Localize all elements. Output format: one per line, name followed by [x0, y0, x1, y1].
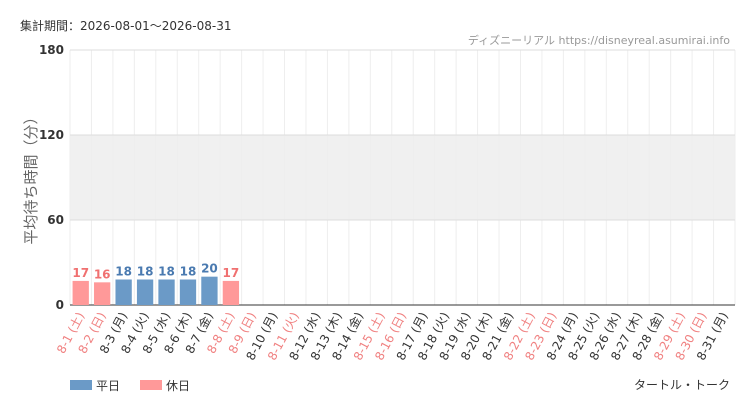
bar — [201, 276, 218, 305]
value-label: 18 — [115, 265, 132, 279]
bar — [72, 280, 89, 305]
y-axis-label: 平均待ち時間（分） — [22, 109, 40, 244]
attraction-name: タートル・トーク — [634, 378, 730, 392]
chart-title: 集計期間：2026-08-01〜2026-08-31 — [20, 18, 231, 33]
y-tick-label: 120 — [39, 128, 64, 142]
value-label: 20 — [201, 262, 218, 276]
y-tick-label: 180 — [39, 43, 64, 57]
legend-label: 休日 — [166, 379, 190, 393]
bar — [179, 279, 197, 305]
bar — [115, 279, 132, 305]
legend-swatch — [70, 380, 92, 390]
source: ディズニーリアル https://disneyreal.asumirai.inf… — [468, 33, 730, 47]
value-label: 18 — [158, 265, 175, 279]
y-tick-label: 0 — [56, 298, 64, 312]
bar — [94, 282, 111, 305]
bar — [222, 280, 240, 305]
y-tick-label: 60 — [47, 213, 64, 227]
bar — [158, 279, 175, 305]
value-label: 17 — [223, 266, 240, 280]
value-label: 16 — [94, 267, 111, 281]
shaded-band — [70, 135, 735, 220]
value-label: 18 — [180, 265, 197, 279]
legend-swatch — [140, 380, 162, 390]
value-label: 18 — [137, 265, 154, 279]
legend-label: 平日 — [96, 379, 120, 393]
bar — [136, 279, 154, 305]
value-label: 17 — [72, 266, 89, 280]
